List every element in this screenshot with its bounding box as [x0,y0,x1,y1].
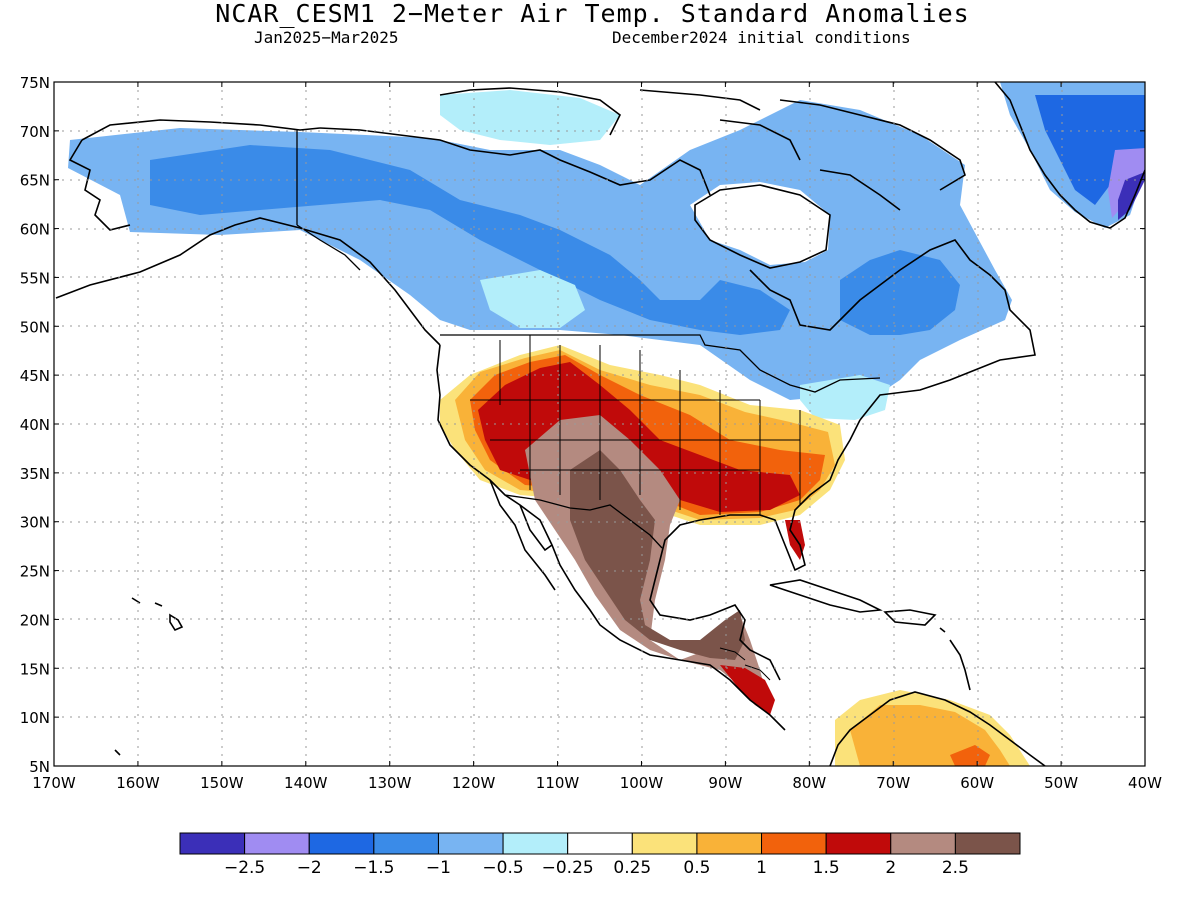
colorbar-swatch [825,832,892,855]
lon-tick-label: 160W [116,774,160,792]
lat-tick-label: 5N [29,758,50,776]
lat-tick-label: 55N [20,269,50,287]
lat-lon-grid [54,82,1145,766]
colorbar-swatch [761,832,827,855]
lon-tick-label: 170W [32,774,76,792]
lon-tick-label: 100W [620,774,664,792]
colorbar-swatch [696,832,763,855]
lon-tick-label: 140W [284,774,328,792]
us-canada-border [440,334,881,393]
alaska-canada-border [296,130,361,271]
colorbar-label: 1.5 [813,858,840,878]
lon-tick-label: 50W [1044,774,1078,792]
us-mexico-border [504,494,663,549]
initial-conditions: December2024 initial conditions [612,28,911,47]
south-america-coast [829,691,1046,766]
colorbar-label: 0.25 [613,858,651,878]
us-state-lines [470,335,801,515]
anomaly-region-bc-weak [480,270,585,328]
lon-tick-label: 60W [960,774,994,792]
lat-tick-label: 40N [20,416,50,434]
lat-tick-label: 25N [20,563,50,581]
coastlines [55,82,1145,766]
anomaly-region-canada-minus1_5 [150,145,790,335]
hudson-bay-blank [690,182,830,265]
anomaly-region-centralamerica-plus2 [720,665,775,715]
axis-ticks [53,81,1146,767]
arctic-islands [439,87,966,211]
lat-tick-label: 35N [20,465,50,483]
colorbar-swatch [954,832,1021,855]
colorbar-label: −2 [297,858,322,878]
forecast-period: Jan2025−Mar2025 [254,28,399,47]
pacific-coast [436,344,786,731]
alaska-coast [55,119,441,346]
colorbar-label: 0.5 [683,858,710,878]
colorbar-label: −2.5 [224,858,265,878]
anomaly-region-greenland-minus2_5 [1118,172,1145,220]
lon-tick-label: 130W [368,774,412,792]
lat-tick-label: 20N [20,611,50,629]
colorbar-swatch [890,832,956,855]
anomaly-shading [68,82,1145,766]
colorbar-label: −0.25 [542,858,594,878]
colorbar-swatch [373,832,439,855]
lesser-antilles [939,627,971,691]
lon-tick-label: 120W [452,774,496,792]
colorbar-label: 2 [885,858,896,878]
lat-tick-label: 65N [20,172,50,190]
hawaii-islands [131,597,184,632]
lat-labels: 75N 70N 65N 60N 55N 50N 45N 40N 35N 30N 25N 20N 15N 1… [20,74,50,776]
colorbar-label: 1 [756,858,767,878]
colorbar-swatch [631,832,698,855]
lat-tick-label: 70N [20,123,50,141]
hispaniola-coast [883,609,937,626]
anomaly-region-labrador-minus1_5 [840,250,960,335]
lon-tick-label: 80W [792,774,826,792]
lon-tick-label: 40W [1128,774,1162,792]
colorbar-label: 2.5 [942,858,969,878]
colorbar-labels: −2.5 −2 −1.5 −1 −0.5 −0.25 0.25 0.5 1 1.5 2 2.5 [224,858,969,878]
baja-coast [489,479,556,591]
lat-tick-label: 75N [20,74,50,92]
political-borders [296,130,881,681]
anomaly-region-southamerica-plus1_5 [950,745,990,766]
colorbar-swatch [567,832,633,855]
colorbar-swatch [179,832,246,855]
greenland-coast [994,82,1145,229]
anomaly-region-newengland-weak [800,375,890,420]
lat-tick-label: 45N [20,367,50,385]
colorbar-swatch [437,832,504,855]
colorbar-label: −1.5 [353,858,394,878]
lon-labels: 170W 160W 150W 140W 130W 120W 110W 100W 90W 80W 70… [32,774,1162,792]
lat-tick-label: 60N [20,221,50,239]
colorbar-swatch [308,832,375,855]
lat-tick-label: 30N [20,514,50,532]
colorbar-label: −0.5 [482,858,523,878]
lat-tick-label: 15N [20,660,50,678]
colorbar [179,832,1021,855]
colorbar-swatch [502,832,569,855]
colorbar-label: −1 [426,858,451,878]
lat-tick-label: 10N [20,709,50,727]
lon-tick-label: 150W [200,774,244,792]
map-area [54,82,1145,766]
colorbar-swatch [244,832,310,855]
lat-tick-label: 50N [20,318,50,336]
lon-tick-label: 110W [536,774,580,792]
central-america-borders [719,647,771,681]
lon-tick-label: 90W [708,774,742,792]
cuba-coast [769,579,883,613]
island-small [114,749,121,756]
canada-arctic-coast [319,127,1036,421]
chart-title: NCAR_CESM1 2−Meter Air Temp. Standard An… [215,0,970,28]
anomaly-region-mexico-plus3 [570,450,745,660]
lon-tick-label: 70W [876,774,910,792]
